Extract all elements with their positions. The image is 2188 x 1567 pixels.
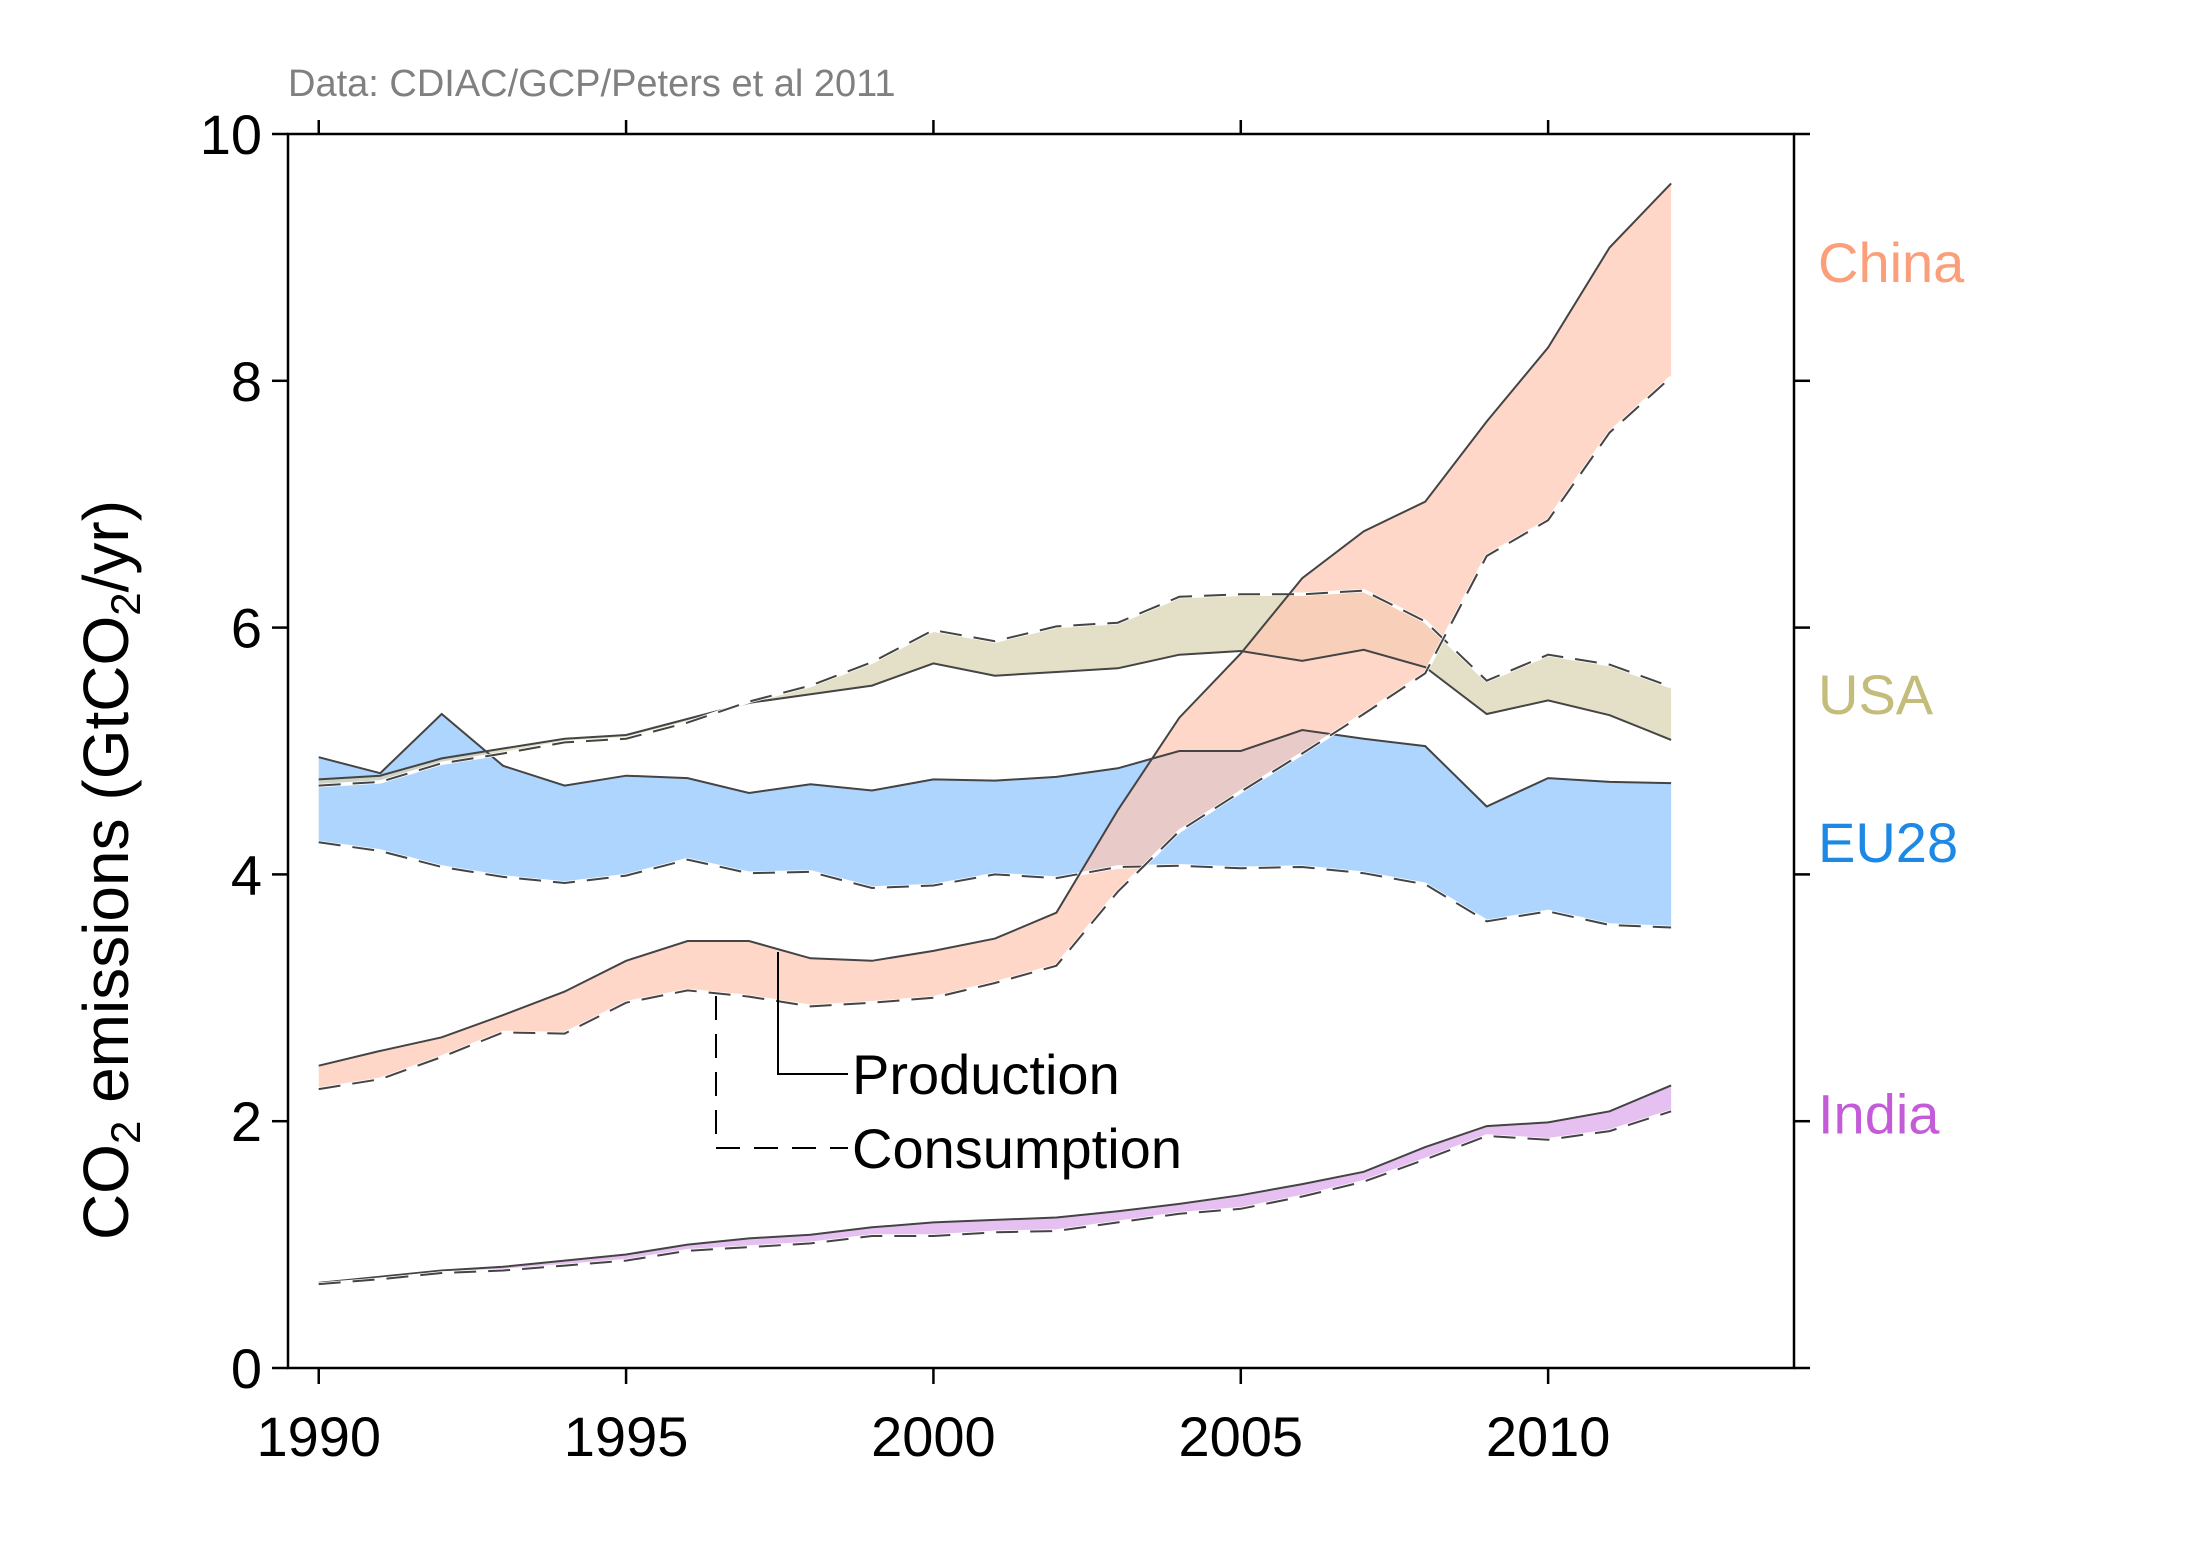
china-consumption-line [318,376,1672,1091]
y-label-subscript: 2 [102,1121,149,1144]
y-tick-label: 8 [231,350,262,413]
y-tick-label: 10 [200,103,262,166]
y-tick-label: 4 [231,843,262,906]
usa-label: USA [1818,663,1934,726]
legend-consumption-leader [715,996,848,1149]
usa-band [318,590,1672,786]
y-label-subscript: 2 [102,592,149,615]
source-note: Data: CDIAC/GCP/Peters et al 2011 [288,63,896,105]
legend-production-leader [777,952,848,1075]
legend: Production Consumption [715,952,1182,1180]
emission-bands [318,183,1672,1285]
eu28-consumption-line [318,841,1672,929]
y-label-part: CO [70,1144,142,1240]
india-production-line [318,1084,1672,1284]
emission-lines [318,182,1673,1286]
usa-consumption-line [318,589,1672,787]
y-axis-label: CO2 emissions (GtCO2/yr) [70,500,149,1240]
series-labels: EU28 USA China India [1818,231,1965,1145]
eu28-band [318,714,1672,928]
india-consumption-line [318,1110,1672,1286]
x-tick-label: 2010 [1486,1405,1611,1468]
usa-production-line [318,648,1672,781]
legend-production-label: Production [852,1043,1120,1106]
eu28-label: EU28 [1818,811,1958,874]
china-label: China [1818,231,1965,294]
india-label: India [1818,1083,1940,1146]
plot-frame [286,132,1796,1370]
x-tick-label: 2000 [871,1405,996,1468]
china-band [318,183,1672,1090]
y-label-part: /yr) [70,500,142,592]
y-tick-label: 6 [231,597,262,660]
legend-consumption-label: Consumption [852,1117,1182,1180]
india-band [318,1085,1672,1285]
y-tick-label: 2 [231,1090,262,1153]
y-tick-label: 0 [231,1337,262,1400]
eu28-production-line [318,712,1672,808]
china-production-line [318,182,1672,1067]
axes: 1990 1995 2000 2005 2010 0 2 4 6 8 10 [200,103,1810,1468]
x-tick-label: 2005 [1178,1405,1303,1468]
x-tick-label: 1995 [564,1405,689,1468]
y-label-part: emissions (GtCO [70,616,142,1121]
x-tick-label: 1990 [256,1405,381,1468]
